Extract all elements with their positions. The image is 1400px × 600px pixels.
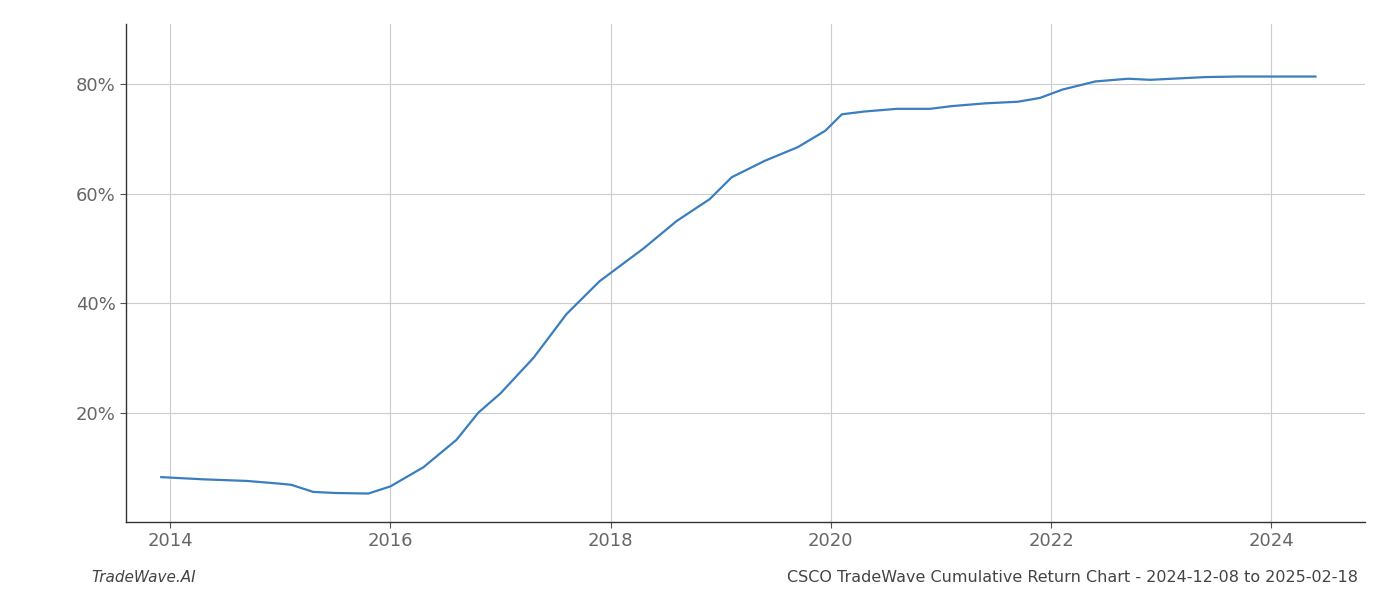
- Text: CSCO TradeWave Cumulative Return Chart - 2024-12-08 to 2025-02-18: CSCO TradeWave Cumulative Return Chart -…: [787, 570, 1358, 585]
- Text: TradeWave.AI: TradeWave.AI: [91, 570, 196, 585]
